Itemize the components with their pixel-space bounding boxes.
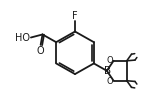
Text: O: O bbox=[37, 46, 44, 56]
Text: HO: HO bbox=[15, 32, 30, 42]
Text: O: O bbox=[106, 56, 113, 65]
Text: O: O bbox=[106, 77, 113, 86]
Text: F: F bbox=[72, 11, 78, 21]
Text: B: B bbox=[104, 66, 111, 76]
